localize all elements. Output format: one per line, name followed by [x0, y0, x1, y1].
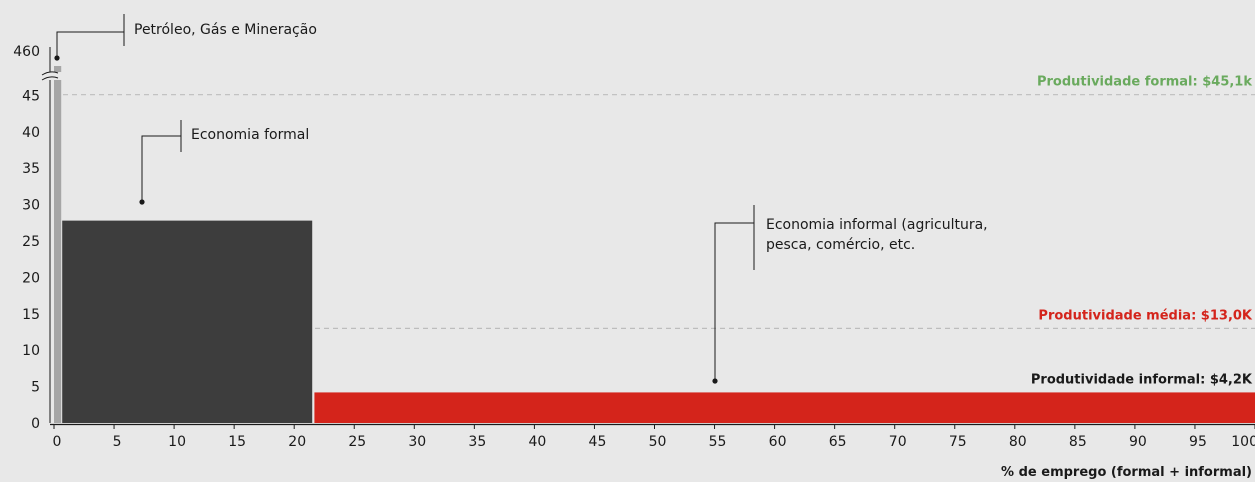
x-tick-label: 25: [348, 434, 366, 450]
y-tick-label: 0: [31, 416, 40, 432]
y-tick-label-break: 460: [13, 44, 40, 60]
bar-2: [314, 392, 1255, 423]
y-tick-label: 20: [22, 270, 40, 286]
x-tick-label: 60: [769, 434, 787, 450]
x-tick-label: 0: [53, 434, 62, 450]
x-tick-label: 65: [829, 434, 847, 450]
x-tick-label: 50: [649, 434, 667, 450]
axis-break-gap: [44, 72, 62, 80]
bar-0: [54, 66, 62, 423]
axis-break-mark: [41, 71, 59, 76]
reference-label-0: Produtividade formal: $45,1k: [1037, 75, 1252, 90]
annotation-label-1: Economia formal: [191, 127, 309, 143]
x-tick-label: 80: [1009, 434, 1027, 450]
annotation-leader: [141, 135, 181, 202]
y-tick-label: 15: [22, 307, 40, 323]
bar-1: [62, 220, 313, 423]
y-tick-label: 10: [22, 343, 40, 359]
x-tick-label: 85: [1069, 434, 1087, 450]
x-tick-label: 35: [468, 434, 486, 450]
x-tick-label: 70: [889, 434, 907, 450]
x-tick-label: 5: [113, 434, 122, 450]
annotation-leader: [56, 31, 124, 58]
x-tick-label: 30: [408, 434, 426, 450]
y-tick-label: 5: [31, 380, 40, 396]
reference-label-2: Produtividade informal: $4,2K: [1031, 372, 1253, 387]
x-tick-label: 20: [288, 434, 306, 450]
annotation-line: Petróleo, Gás e Mineração: [134, 22, 317, 38]
annotation-line: Economia formal: [191, 127, 309, 143]
y-tick-label: 25: [22, 234, 40, 250]
x-tick-label: 10: [168, 434, 186, 450]
x-tick-label: 55: [709, 434, 727, 450]
x-tick-label: 15: [228, 434, 246, 450]
annotation-label-0: Petróleo, Gás e Mineração: [134, 22, 317, 38]
x-tick-label: 100: [1231, 434, 1255, 450]
x-axis-label: % de emprego (formal + informal): [1001, 465, 1252, 480]
axis-break-mark: [41, 76, 59, 81]
y-tick-label: 40: [22, 125, 40, 141]
reference-label-1: Produtividade média: $13,0K: [1038, 308, 1252, 323]
annotation-label-2: Economia informal (agricultura, pesca, co…: [766, 217, 988, 253]
y-tick-label: 45: [22, 88, 40, 104]
annotation-line: pesca, comércio, etc.: [766, 237, 915, 253]
x-tick-label: 45: [589, 434, 607, 450]
x-tick-label: 90: [1129, 434, 1147, 450]
annotation-leader: [714, 222, 754, 381]
x-tick-label: 40: [528, 434, 546, 450]
annotation-line: Economia informal (agricultura,: [766, 217, 988, 233]
y-tick-label: 30: [22, 198, 40, 214]
y-tick-label: 35: [22, 161, 40, 177]
x-tick-label: 75: [949, 434, 967, 450]
x-tick-label: 95: [1189, 434, 1207, 450]
